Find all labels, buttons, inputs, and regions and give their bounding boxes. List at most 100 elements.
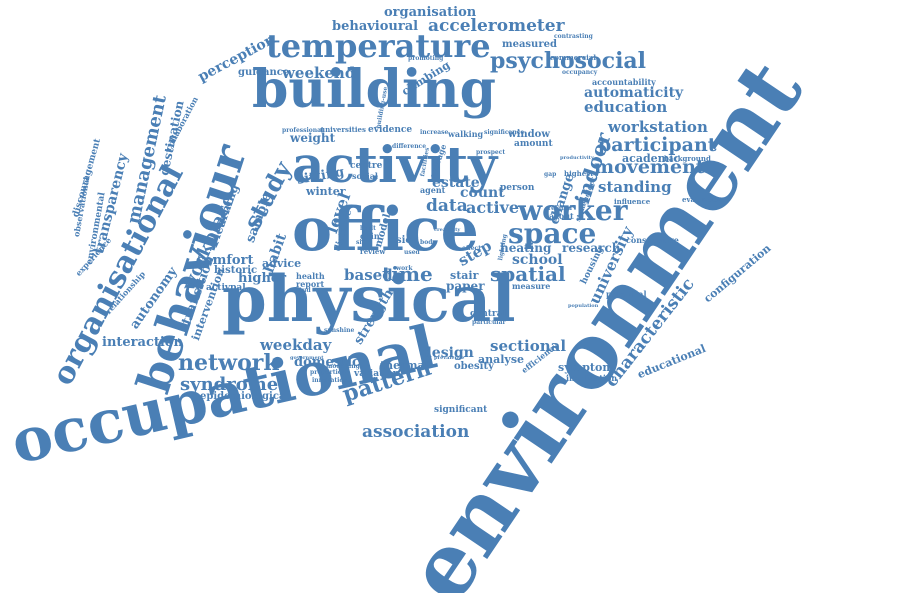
cloud-word: background — [664, 154, 711, 163]
cloud-word: measured — [502, 39, 557, 50]
cloud-word: count — [460, 185, 505, 201]
cloud-word: highest — [564, 169, 594, 178]
cloud-word: central — [470, 309, 506, 319]
cloud-word: weekend — [282, 64, 356, 82]
cloud-word: data — [426, 196, 468, 216]
cloud-word: work — [396, 265, 413, 272]
cloud-word: sit — [356, 239, 365, 246]
cloud-word: higher — [238, 271, 287, 286]
cloud-word: domestic — [294, 355, 360, 370]
cloud-word: window — [508, 129, 550, 140]
cloud-word: building — [252, 59, 496, 120]
cloud-word: variation — [354, 369, 400, 379]
cloud-word: physical — [222, 262, 516, 337]
cloud-word: movement — [594, 156, 705, 178]
cloud-word: promoting — [408, 55, 444, 62]
cloud-word: stair — [450, 269, 479, 282]
cloud-word: psychosocial — [490, 48, 647, 74]
cloud-word: accelerometer — [428, 16, 565, 36]
cloud-word: comfort — [196, 253, 254, 268]
cloud-word: commercial — [550, 53, 597, 62]
cloud-word: significance — [484, 129, 525, 136]
cloud-word: activity — [292, 135, 498, 194]
cloud-word: symptom — [558, 361, 614, 374]
cloud-word: innovation — [312, 377, 348, 384]
cloud-word: used — [404, 249, 420, 256]
cloud-word: based — [344, 266, 393, 284]
cloud-word: government — [290, 355, 324, 361]
cloud-word: prevalence — [434, 355, 465, 361]
cloud-word: potential — [606, 289, 647, 299]
cloud-word: review — [360, 247, 386, 256]
cloud-word: implication — [566, 373, 618, 383]
cloud-word: epidemiological — [200, 391, 290, 402]
cloud-word: education — [584, 98, 668, 116]
cloud-word: participant — [598, 134, 717, 156]
cloud-word: evaluation — [682, 195, 723, 204]
cloud-word: body — [420, 239, 436, 246]
cloud-word: increase — [420, 129, 449, 136]
cloud-word: contrasting — [554, 33, 593, 40]
cloud-word: walking — [448, 129, 484, 139]
cloud-word: consecutive — [626, 235, 679, 245]
cloud-word: paper — [446, 279, 485, 293]
cloud-word: evidence — [368, 125, 413, 135]
cloud-word: weekday — [260, 336, 332, 354]
cloud-word: design — [422, 345, 474, 361]
cloud-word: weight — [290, 131, 336, 145]
cloud-word: productivity — [560, 155, 594, 161]
cloud-word: space — [508, 217, 597, 250]
cloud-word: obesity — [454, 361, 494, 372]
cloud-word: activpal — [206, 283, 246, 293]
cloud-word: health — [296, 271, 325, 281]
cloud-word: interaction — [102, 335, 183, 350]
cloud-word: automaticity — [584, 85, 684, 101]
cloud-word: association — [362, 422, 470, 442]
cloud-word: advice — [262, 257, 302, 270]
cloud-word: measure — [512, 281, 551, 291]
cloud-word: person — [500, 183, 535, 193]
cloud-word: research — [562, 241, 621, 255]
cloud-word: behavioural — [332, 19, 419, 34]
cloud-word: organisation — [384, 5, 477, 20]
cloud-word: prospect — [476, 149, 506, 156]
cloud-word: layout — [546, 211, 574, 221]
cloud-word: amount — [514, 139, 553, 149]
cloud-word: sick — [396, 235, 419, 246]
cloud-word: guidance — [238, 67, 290, 78]
cloud-word: historic — [214, 265, 258, 276]
cloud-word: gap — [544, 171, 557, 178]
cloud-word: sunshine — [324, 327, 355, 334]
cloud-word: centre — [350, 161, 383, 171]
cloud-word: office — [292, 195, 479, 265]
cloud-word: syndrome — [180, 374, 279, 395]
cloud-word: analyse — [478, 353, 525, 366]
cloud-word: significant — [434, 405, 488, 415]
cloud-word: report — [296, 279, 325, 289]
cloud-word: estate — [432, 175, 480, 191]
cloud-word: influence — [614, 197, 651, 206]
cloud-word: heating — [500, 241, 552, 255]
cloud-word: active — [466, 198, 520, 217]
cloud-word: creativity — [434, 227, 461, 233]
cloud-word: universities — [320, 125, 366, 134]
cloud-word: standing — [598, 178, 672, 196]
cloud-word: workstation — [608, 118, 708, 136]
cloud-word: related — [548, 205, 572, 212]
cloud-word: professional — [282, 127, 324, 134]
cloud-word: spatial — [490, 262, 566, 286]
cloud-word: academic — [622, 152, 681, 165]
cloud-word: occupancy — [562, 69, 598, 76]
cloud-word: accountability — [592, 77, 656, 87]
cloud-word: built — [360, 225, 376, 232]
cloud-word: proportion — [310, 369, 347, 376]
cloud-word: worker — [518, 194, 628, 227]
cloud-word: school — [512, 252, 563, 268]
cloud-word: modelling — [326, 363, 360, 370]
cloud-word: gain — [360, 231, 380, 241]
cloud-word: network — [178, 350, 279, 376]
cloud-word: sectional — [490, 337, 567, 355]
cloud-word: particular — [472, 319, 506, 326]
cloud-word: effect — [462, 245, 481, 252]
